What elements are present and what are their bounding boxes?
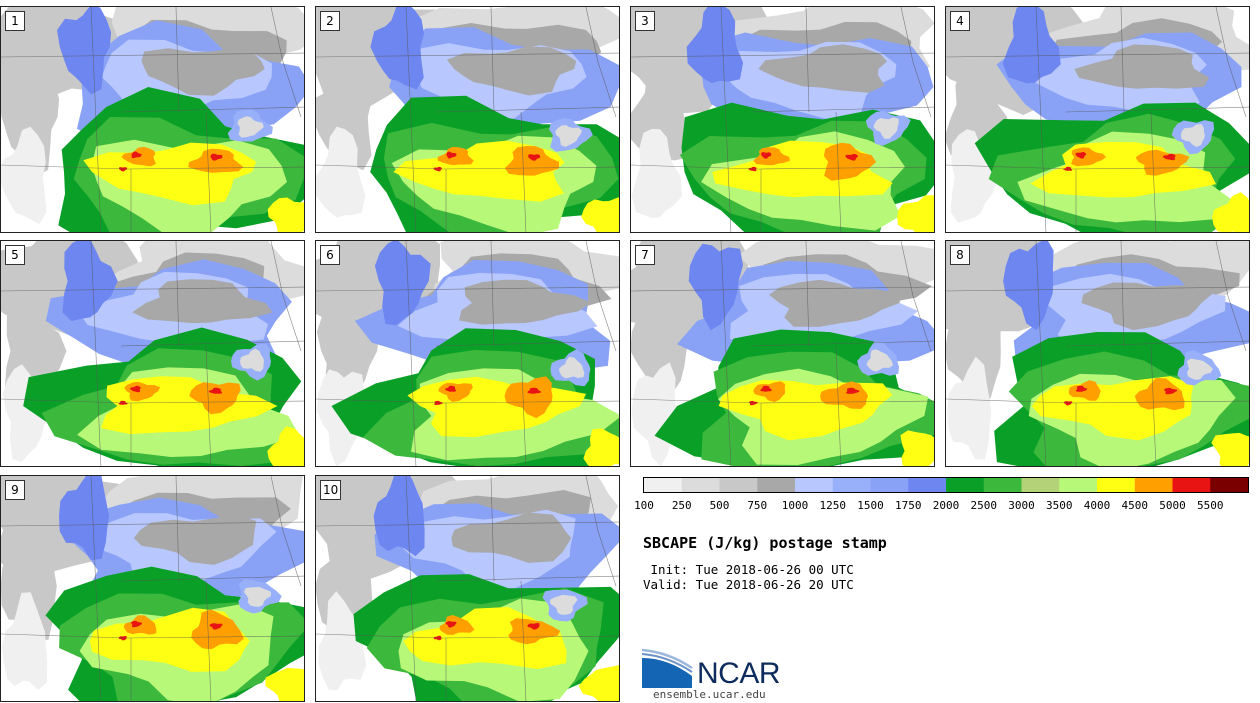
site-url: ensemble.ucar.edu [653,688,766,701]
colorbar-swatch [870,478,909,492]
colorbar-swatch [908,478,947,492]
colorbar-tick-label: 4000 [1083,499,1111,512]
member-number: 1 [5,11,25,31]
colorbar-swatch [757,478,796,492]
stamp-panel: 1 [0,6,305,233]
colorbar-tick-label: 1500 [857,499,884,512]
member-number: 3 [635,11,655,31]
init-time: Init: Tue 2018-06-26 00 UTC [643,562,854,577]
colorbar-swatch [681,478,720,492]
colorbar-tick-label: 3500 [1046,499,1073,512]
colorbar-tick-label: 4500 [1121,499,1149,512]
cape-map [1,7,304,232]
colorbar-tick-label: 100 [634,499,654,512]
cape-map [316,241,619,466]
colorbar-swatch [1021,478,1060,492]
ncar-logo-text: NCAR [697,657,781,690]
member-number: 7 [635,245,655,265]
cape-map [946,7,1249,232]
stamp-panel: 4 [945,6,1250,233]
stamp-panel: 8 [945,240,1250,467]
stamp-panel: 3 [630,6,935,233]
cape-map [631,7,934,232]
cape-map [316,476,619,701]
colorbar [643,477,1249,493]
colorbar-swatch [1172,478,1211,492]
colorbar-tick-label: 2000 [932,499,960,512]
colorbar-swatch [1210,478,1249,492]
member-number: 4 [950,11,970,31]
member-number: 9 [5,480,25,500]
member-number: 2 [320,11,340,31]
colorbar-swatch [832,478,871,492]
valid-time: Valid: Tue 2018-06-26 20 UTC [643,577,854,592]
stamp-panel: 10 [315,475,620,702]
colorbar-swatch [719,478,758,492]
cape-map [316,7,619,232]
colorbar-tick-label: 1750 [895,499,922,512]
member-number: 6 [320,245,340,265]
cape-map [1,241,304,466]
cape-map [946,241,1249,466]
cape-map [631,241,934,466]
stamp-panel: 6 [315,240,620,467]
colorbar-tick-label: 1250 [819,499,847,512]
member-number: 10 [320,480,342,500]
member-number: 8 [950,245,970,265]
colorbar-swatch [1097,478,1136,492]
colorbar-swatch [1059,478,1098,492]
colorbar-swatch [795,478,834,492]
colorbar-tick-label: 750 [747,499,768,512]
colorbar-swatch [983,478,1022,492]
colorbar-swatch [644,478,683,492]
map-title: SBCAPE (J/kg) postage stamp [643,534,887,552]
ncar-logo-icon [642,648,693,688]
colorbar-swatch [1134,478,1173,492]
member-number: 5 [5,245,25,265]
stamp-panel: 9 [0,475,305,702]
colorbar-tick-label: 3000 [1008,499,1035,512]
colorbar-tick-label: 5000 [1159,499,1186,512]
stamp-panel: 5 [0,240,305,467]
colorbar-tick-label: 1000 [781,499,809,512]
stamp-panel: 7 [630,240,935,467]
colorbar-tick-label: 500 [709,499,730,512]
colorbar-swatch [946,478,985,492]
colorbar-tick-label: 5500 [1197,499,1224,512]
cape-map [1,476,304,701]
stamp-panel: 2 [315,6,620,233]
colorbar-tick-label: 250 [671,499,692,512]
colorbar-tick-label: 2500 [970,499,998,512]
